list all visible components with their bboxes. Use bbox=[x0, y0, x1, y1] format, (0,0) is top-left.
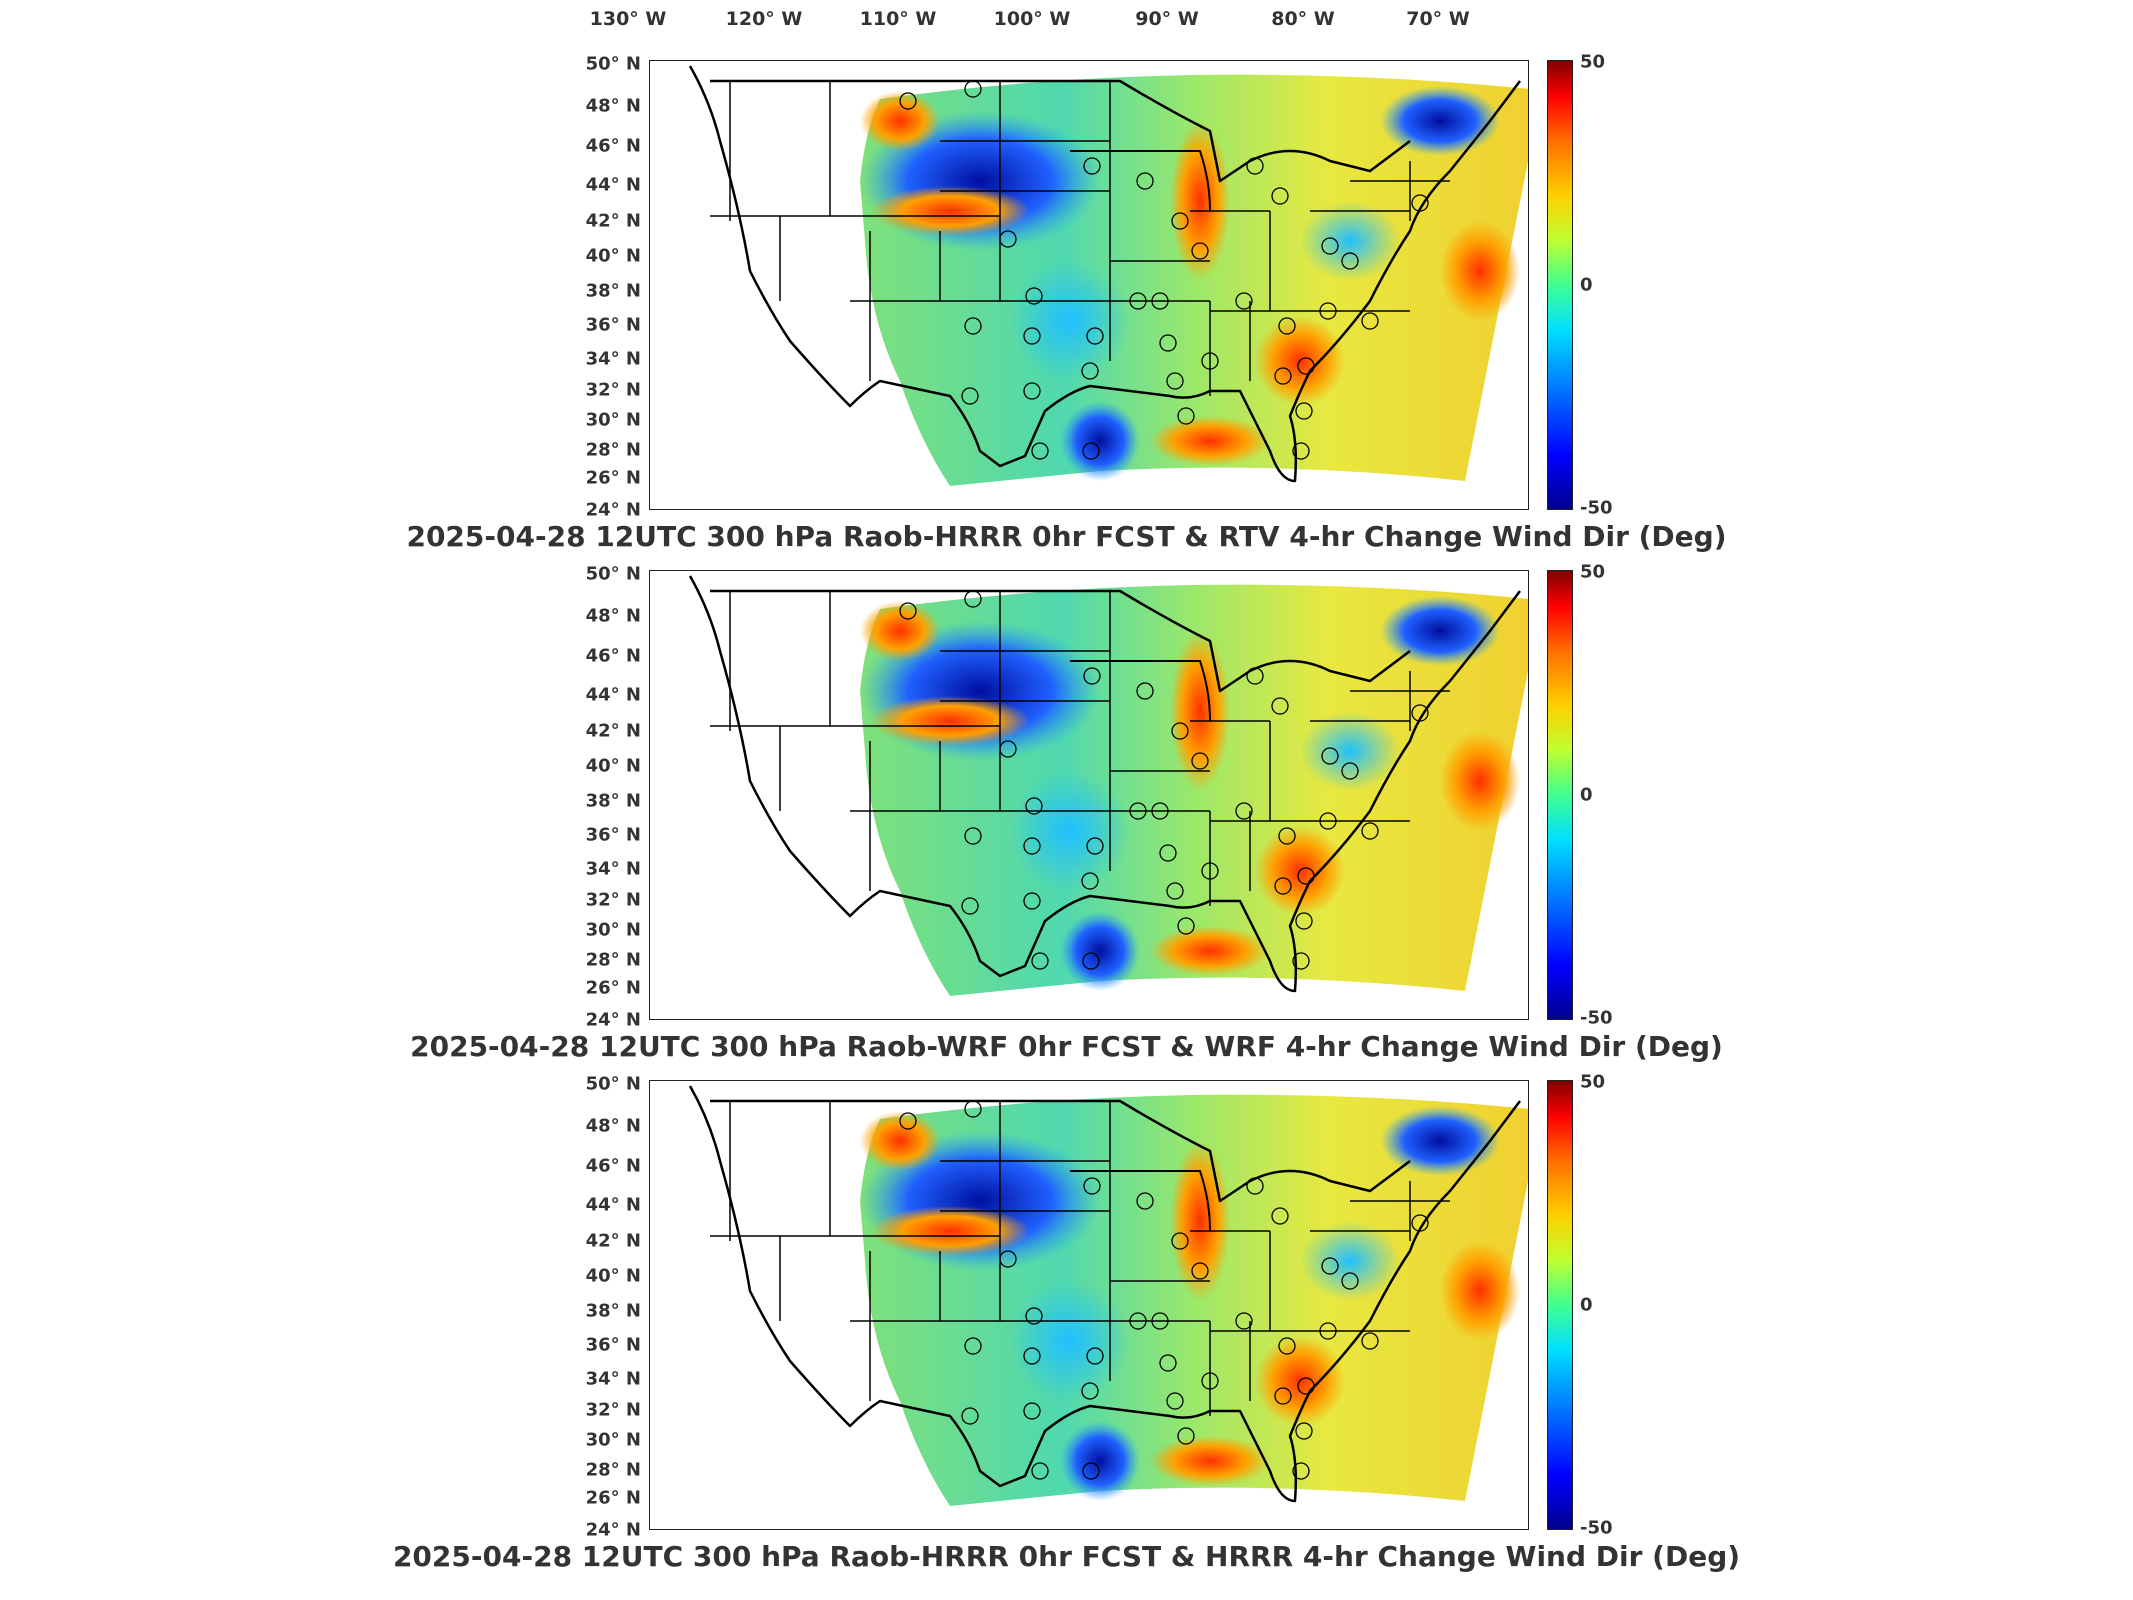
colorbar bbox=[1547, 60, 1573, 510]
latitude-label: 24° N bbox=[585, 1009, 641, 1031]
colorbar-tick-label: 0 bbox=[1580, 1294, 1593, 1316]
map-plot bbox=[649, 1080, 1529, 1530]
latitude-label: 38° N bbox=[585, 1300, 641, 1322]
latitude-label: 28° N bbox=[585, 949, 641, 971]
latitude-label: 46° N bbox=[585, 1155, 641, 1177]
latitude-label: 30° N bbox=[585, 409, 641, 431]
latitude-label: 42° N bbox=[585, 1230, 641, 1252]
latitude-label: 30° N bbox=[585, 1429, 641, 1451]
latitude-label: 44° N bbox=[585, 174, 641, 196]
latitude-label: 32° N bbox=[585, 1399, 641, 1421]
latitude-label: 46° N bbox=[585, 645, 641, 667]
latitude-label: 40° N bbox=[585, 1265, 641, 1287]
map-panel-2: 50° N 48° N 46° N 44° N 42° N 40° N 38° N 36° N… bbox=[0, 562, 2133, 1080]
colorbar-tick-label: 50 bbox=[1580, 561, 1606, 583]
latitude-label: 40° N bbox=[585, 245, 641, 267]
latitude-label: 36° N bbox=[585, 1334, 641, 1356]
latitude-label: 30° N bbox=[585, 919, 641, 941]
colorbar-tick-label: 0 bbox=[1580, 274, 1593, 296]
colorbar bbox=[1547, 1080, 1573, 1530]
latitude-label: 36° N bbox=[585, 824, 641, 846]
longitude-label: 80° W bbox=[1271, 8, 1335, 30]
latitude-label: 50° N bbox=[585, 563, 641, 585]
colorbar bbox=[1547, 570, 1573, 1020]
latitude-label: 28° N bbox=[585, 1459, 641, 1481]
colorbar-tick-label: 50 bbox=[1580, 51, 1606, 73]
longitude-label: 70° W bbox=[1406, 8, 1470, 30]
colorbar-tick-label: 50 bbox=[1580, 1071, 1606, 1093]
latitude-label: 24° N bbox=[585, 1519, 641, 1541]
latitude-label: 38° N bbox=[585, 790, 641, 812]
latitude-label: 34° N bbox=[585, 348, 641, 370]
panel-title: 2025-04-28 12UTC 300 hPa Raob-WRF 0hr FC… bbox=[410, 1030, 1723, 1063]
latitude-label: 36° N bbox=[585, 314, 641, 336]
longitude-label: 130° W bbox=[589, 8, 667, 30]
latitude-label: 48° N bbox=[585, 605, 641, 627]
latitude-label: 26° N bbox=[585, 467, 641, 489]
latitude-label: 42° N bbox=[585, 210, 641, 232]
latitude-label: 50° N bbox=[585, 53, 641, 75]
latitude-label: 34° N bbox=[585, 858, 641, 880]
colorbar-tick-label: -50 bbox=[1580, 497, 1613, 519]
map-plot bbox=[649, 570, 1529, 1020]
latitude-label: 44° N bbox=[585, 684, 641, 706]
latitude-label: 28° N bbox=[585, 439, 641, 461]
latitude-label: 34° N bbox=[585, 1368, 641, 1390]
panel-title: 2025-04-28 12UTC 300 hPa Raob-HRRR 0hr F… bbox=[406, 520, 1727, 553]
map-plot bbox=[649, 60, 1529, 510]
panel-title: 2025-04-28 12UTC 300 hPa Raob-HRRR 0hr F… bbox=[392, 1540, 1741, 1573]
latitude-label: 50° N bbox=[585, 1073, 641, 1095]
latitude-label: 46° N bbox=[585, 135, 641, 157]
colorbar-tick-label: 0 bbox=[1580, 784, 1593, 806]
longitude-label: 110° W bbox=[859, 8, 937, 30]
latitude-label: 42° N bbox=[585, 720, 641, 742]
longitude-label: 120° W bbox=[725, 8, 803, 30]
map-panel-3: 50° N 48° N 46° N 44° N 42° N 40° N 38° N 36° N… bbox=[0, 1072, 2133, 1590]
latitude-label: 48° N bbox=[585, 1115, 641, 1137]
latitude-label: 40° N bbox=[585, 755, 641, 777]
latitude-label: 32° N bbox=[585, 889, 641, 911]
longitude-label: 100° W bbox=[993, 8, 1071, 30]
longitude-label: 90° W bbox=[1135, 8, 1199, 30]
latitude-label: 32° N bbox=[585, 379, 641, 401]
latitude-label: 48° N bbox=[585, 95, 641, 117]
latitude-label: 26° N bbox=[585, 977, 641, 999]
latitude-label: 26° N bbox=[585, 1487, 641, 1509]
latitude-label: 44° N bbox=[585, 1194, 641, 1216]
latitude-label: 38° N bbox=[585, 280, 641, 302]
colorbar-tick-label: -50 bbox=[1580, 1517, 1613, 1539]
colorbar-tick-label: -50 bbox=[1580, 1007, 1613, 1029]
map-panel-1: 50° N 48° N 46° N 44° N 42° N 40° N 38° N 36° N… bbox=[0, 52, 2133, 570]
latitude-label: 24° N bbox=[585, 499, 641, 521]
